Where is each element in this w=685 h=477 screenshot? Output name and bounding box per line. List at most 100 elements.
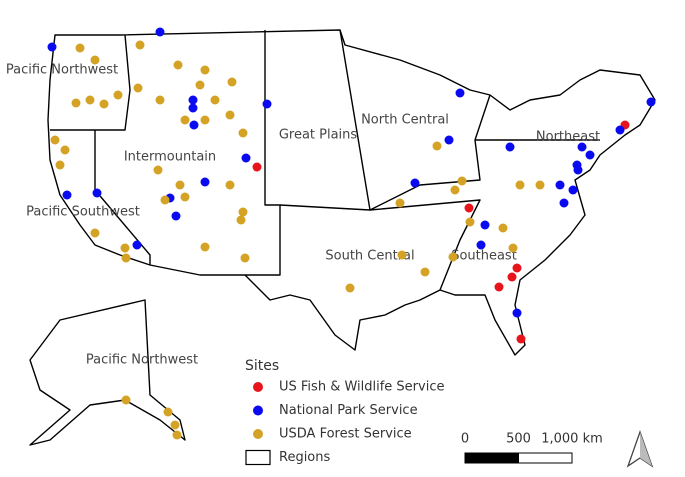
scale-segment	[464, 452, 519, 464]
site-usfs	[508, 243, 518, 253]
legend-label: US Fish & Wildlife Service	[279, 380, 444, 395]
legend-title: Sites	[245, 358, 279, 374]
site-usfs	[90, 55, 100, 65]
site-usfs	[238, 128, 248, 138]
site-nps	[262, 99, 272, 109]
site-usfs	[200, 65, 210, 75]
site-fws	[512, 263, 522, 273]
site-usfs	[397, 250, 407, 260]
site-nps	[62, 190, 72, 200]
site-nps	[410, 178, 420, 188]
site-nps	[559, 198, 569, 208]
site-usfs	[535, 180, 545, 190]
site-usfs	[200, 115, 210, 125]
site-usfs	[99, 99, 109, 109]
legend-swatch	[253, 382, 263, 392]
region-label: Southeast	[451, 249, 517, 264]
site-nps	[555, 180, 565, 190]
site-usfs	[50, 135, 60, 145]
site-nps	[572, 160, 582, 170]
site-usfs	[345, 283, 355, 293]
site-usfs	[395, 198, 405, 208]
site-usfs	[498, 223, 508, 233]
scale-label: 0	[461, 432, 469, 447]
site-usfs	[170, 420, 180, 430]
alaska-outline	[29, 299, 186, 446]
region-label: Northeast	[536, 130, 600, 145]
site-usfs	[163, 407, 173, 417]
region-label: Great Plains	[279, 128, 358, 143]
region-boundaries	[50, 29, 600, 291]
site-usfs	[153, 165, 163, 175]
region-labels: Pacific Northwest Intermountain Great Plai…	[6, 63, 600, 368]
region-label: Intermountain	[124, 150, 216, 165]
site-usfs	[60, 145, 70, 155]
us-outline	[47, 29, 656, 356]
scale-label: 500	[506, 432, 531, 447]
site-nps	[512, 308, 522, 318]
site-nps	[505, 142, 515, 152]
site-usfs	[238, 207, 248, 217]
sites	[47, 27, 656, 440]
site-usfs	[240, 253, 250, 263]
site-usfs	[120, 243, 130, 253]
scale-bar: 0 500 1,000 km	[461, 432, 603, 464]
site-nps	[646, 97, 656, 107]
site-nps	[132, 240, 142, 250]
site-nps	[577, 142, 587, 152]
site-usfs	[432, 141, 442, 151]
scale-label: 1,000 km	[541, 432, 603, 447]
legend-label: USDA Forest Service	[279, 427, 412, 442]
site-usfs	[450, 185, 460, 195]
site-nps	[241, 153, 251, 163]
site-nps	[47, 42, 57, 52]
site-nps	[92, 188, 102, 198]
site-fws	[494, 282, 504, 292]
site-usfs	[180, 192, 190, 202]
region-label: South Central	[325, 249, 414, 264]
site-fws	[464, 203, 474, 213]
site-usfs	[448, 252, 458, 262]
site-usfs	[200, 242, 210, 252]
site-usfs	[225, 180, 235, 190]
site-nps	[568, 185, 578, 195]
site-usfs	[420, 267, 430, 277]
legend-swatch	[245, 449, 271, 466]
site-usfs	[457, 176, 467, 186]
region-label: Pacific Northwest	[6, 63, 118, 78]
site-usfs	[172, 430, 182, 440]
site-usfs	[90, 228, 100, 238]
legend-swatch	[253, 405, 263, 416]
site-nps	[189, 120, 199, 130]
site-usfs	[173, 60, 183, 70]
basemap	[29, 29, 656, 446]
site-fws	[507, 272, 517, 282]
site-usfs	[71, 98, 81, 108]
site-nps	[480, 220, 490, 230]
site-fws	[252, 162, 262, 172]
site-nps	[200, 177, 210, 187]
site-usfs	[465, 217, 475, 227]
site-nps	[476, 240, 486, 250]
site-usfs	[135, 40, 145, 50]
region-label: Pacific Northwest	[86, 353, 198, 368]
site-usfs	[210, 95, 220, 105]
site-usfs	[195, 80, 205, 90]
site-nps	[155, 27, 165, 37]
site-usfs	[175, 180, 185, 190]
site-usfs	[121, 253, 131, 263]
site-usfs	[155, 95, 165, 105]
site-usfs	[55, 160, 65, 170]
site-usfs	[75, 43, 85, 53]
site-usfs	[121, 395, 131, 405]
site-nps	[444, 135, 454, 145]
site-usfs	[227, 77, 237, 87]
site-usfs	[160, 195, 170, 205]
site-usfs	[225, 110, 235, 120]
site-usfs	[180, 115, 190, 125]
site-usfs	[515, 180, 525, 190]
site-nps	[615, 125, 625, 135]
region-label: Pacific Southwest	[26, 205, 140, 220]
